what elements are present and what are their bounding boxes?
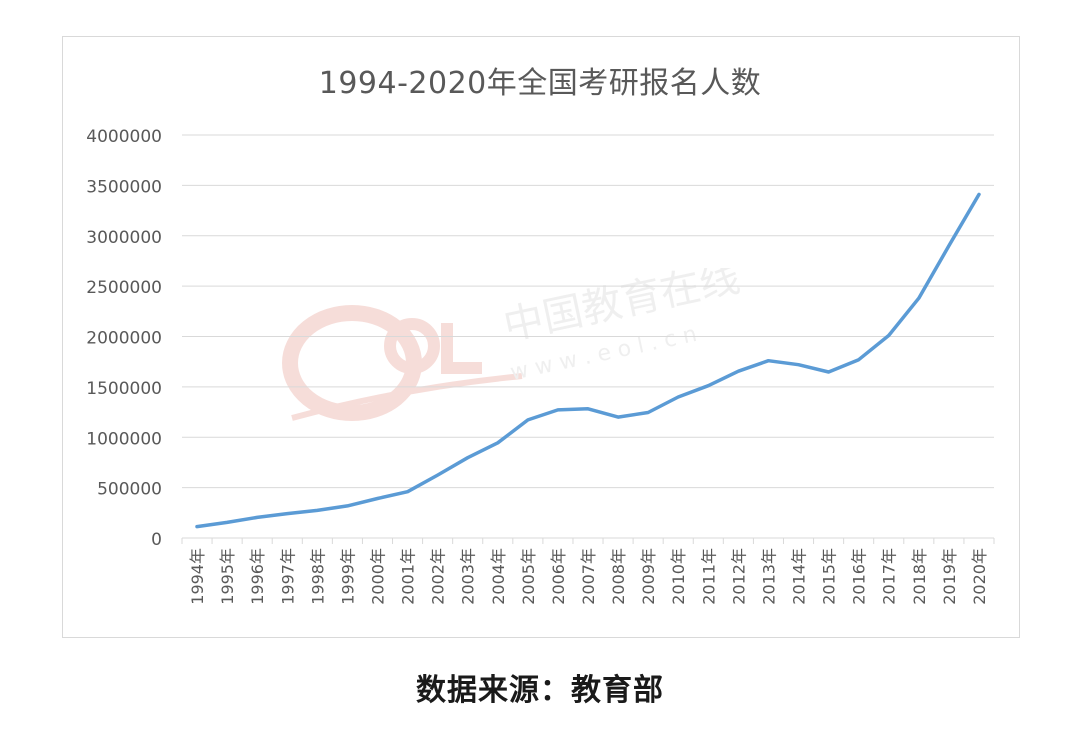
data-point bbox=[948, 245, 950, 247]
x-tick-label: 2005年 bbox=[519, 548, 538, 605]
y-tick-label: 0 bbox=[151, 530, 162, 550]
x-tick-label: 2016年 bbox=[850, 548, 869, 605]
x-tick-label: 2000年 bbox=[368, 548, 387, 605]
data-point bbox=[737, 370, 740, 372]
data-point bbox=[887, 334, 890, 337]
x-tick-label: 2010年 bbox=[669, 548, 688, 605]
x-tick-label: 1996年 bbox=[248, 548, 267, 605]
x-tick-label: 2008年 bbox=[609, 548, 628, 605]
y-tick-label: 4000000 bbox=[86, 127, 162, 147]
x-tick-label: 2012年 bbox=[729, 548, 748, 605]
data-point bbox=[286, 512, 289, 515]
x-tick-label: 1995年 bbox=[218, 548, 237, 605]
x-tick-label: 2017年 bbox=[880, 548, 899, 605]
x-tick-label: 2018年 bbox=[910, 548, 929, 605]
data-point bbox=[918, 297, 920, 300]
data-point bbox=[557, 409, 559, 411]
data-source-caption: 数据来源：教育部 bbox=[416, 673, 664, 708]
data-point bbox=[647, 411, 649, 414]
data-point bbox=[256, 516, 258, 519]
chart-title: 1994-2020年全国考研报名人数 bbox=[318, 66, 762, 101]
data-point bbox=[707, 384, 710, 387]
y-tick-label: 3500000 bbox=[86, 177, 162, 197]
data-point bbox=[226, 521, 228, 524]
x-tick-label: 1999年 bbox=[338, 548, 357, 605]
x-tick-label: 2006年 bbox=[549, 548, 568, 605]
x-tick-label: 2002年 bbox=[429, 548, 448, 605]
data-point bbox=[587, 408, 589, 410]
data-point bbox=[978, 193, 980, 196]
data-point bbox=[376, 497, 379, 500]
series-line bbox=[195, 192, 981, 529]
data-point bbox=[316, 509, 319, 512]
x-tick-label: 2014年 bbox=[790, 548, 809, 605]
x-tick-label: 2015年 bbox=[820, 548, 839, 605]
x-tick-label: 1998年 bbox=[308, 548, 327, 605]
data-point bbox=[496, 441, 499, 444]
x-tick-label: 2003年 bbox=[459, 548, 478, 605]
x-tick-label: 1994年 bbox=[188, 548, 207, 605]
data-point bbox=[857, 358, 860, 361]
data-point bbox=[617, 416, 619, 418]
data-point bbox=[196, 525, 198, 528]
data-point bbox=[346, 505, 349, 507]
x-tick-label: 2011年 bbox=[699, 548, 718, 605]
y-tick-label: 2500000 bbox=[86, 278, 162, 298]
y-tick-label: 500000 bbox=[97, 480, 162, 500]
x-tick-label: 2009年 bbox=[639, 548, 658, 605]
y-tick-label: 2000000 bbox=[86, 329, 162, 349]
data-point bbox=[677, 396, 680, 398]
data-point bbox=[827, 371, 830, 373]
x-tick-label: 2020年 bbox=[970, 548, 989, 605]
y-tick-label: 3000000 bbox=[86, 228, 162, 248]
x-tick-label: 2001年 bbox=[399, 548, 418, 605]
y-tick-label: 1000000 bbox=[86, 429, 162, 449]
x-tick-label: 1997年 bbox=[278, 548, 297, 605]
data-point bbox=[466, 456, 469, 459]
x-tick-label: 2013年 bbox=[759, 548, 778, 605]
y-tick-label: 1500000 bbox=[86, 379, 162, 399]
data-point bbox=[797, 363, 800, 366]
data-point bbox=[767, 359, 770, 362]
x-tick-label: 2019年 bbox=[940, 548, 959, 605]
x-tick-label: 2007年 bbox=[579, 548, 598, 605]
data-point bbox=[527, 419, 529, 421]
data-point bbox=[406, 490, 409, 493]
data-point bbox=[436, 474, 439, 476]
x-tick-label: 2004年 bbox=[489, 548, 508, 605]
